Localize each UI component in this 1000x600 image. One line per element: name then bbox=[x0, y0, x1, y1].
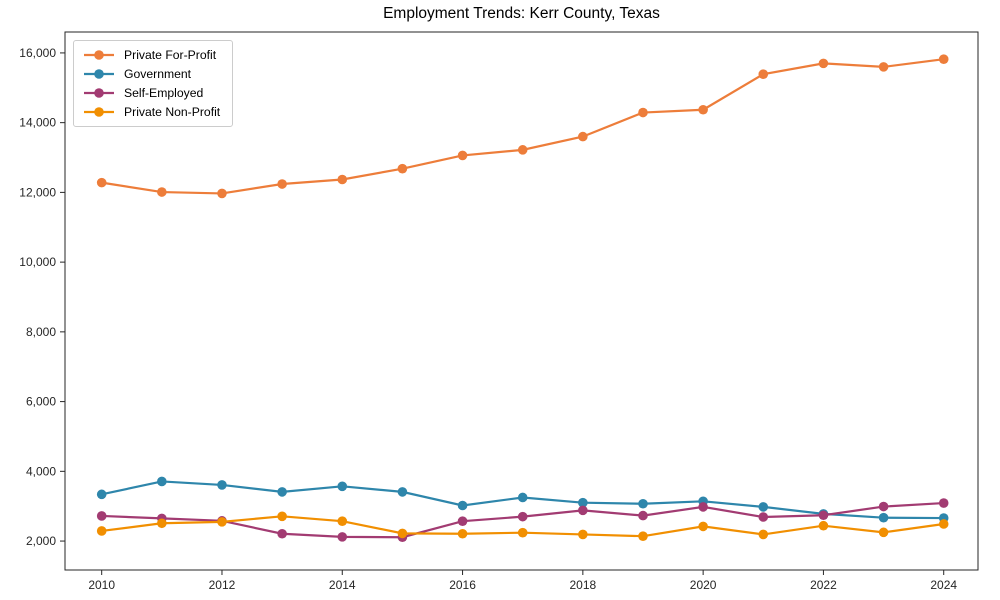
data-point-private-for-profit bbox=[157, 187, 167, 197]
data-point-private-for-profit bbox=[457, 150, 468, 161]
x-tick-label: 2020 bbox=[690, 578, 717, 592]
y-tick-label: 16,000 bbox=[19, 46, 56, 60]
data-point-self-employed bbox=[878, 501, 889, 512]
data-point-private-for-profit bbox=[878, 62, 889, 72]
legend-label: Private For-Profit bbox=[124, 48, 217, 62]
data-point-self-employed bbox=[517, 511, 528, 522]
data-point-self-employed bbox=[457, 516, 468, 526]
legend-line-marker-icon bbox=[84, 69, 114, 79]
legend-item: Private For-Profit bbox=[83, 48, 220, 62]
data-point-private-non-profit bbox=[698, 521, 708, 532]
data-point-self-employed bbox=[96, 511, 107, 521]
x-tick-label: 2012 bbox=[209, 578, 236, 592]
data-point-government bbox=[517, 492, 528, 503]
x-tick-label: 2010 bbox=[88, 578, 115, 592]
data-point-government bbox=[217, 480, 227, 490]
y-tick-label: 2,000 bbox=[26, 534, 56, 548]
y-tick-label: 14,000 bbox=[19, 116, 56, 130]
legend-item: Self-Employed bbox=[83, 86, 220, 100]
data-point-private-for-profit bbox=[938, 54, 949, 64]
data-point-government bbox=[96, 489, 107, 500]
data-point-government bbox=[457, 500, 468, 511]
data-point-private-non-profit bbox=[397, 528, 408, 539]
data-point-private-for-profit bbox=[397, 163, 408, 174]
data-point-private-non-profit bbox=[638, 531, 648, 541]
data-point-government bbox=[758, 502, 769, 512]
data-point-private-non-profit bbox=[157, 518, 167, 529]
y-tick-label: 6,000 bbox=[26, 395, 56, 409]
data-point-government bbox=[397, 487, 408, 497]
data-point-self-employed bbox=[337, 532, 348, 542]
data-point-private-non-profit bbox=[457, 528, 468, 539]
x-tick-label: 2022 bbox=[810, 578, 837, 592]
data-point-private-for-profit bbox=[578, 131, 588, 142]
data-point-government bbox=[157, 476, 167, 487]
data-point-private-for-profit bbox=[758, 69, 769, 79]
data-point-private-for-profit bbox=[698, 104, 708, 115]
y-tick-label: 4,000 bbox=[26, 464, 56, 478]
data-point-private-non-profit bbox=[938, 519, 949, 529]
data-point-private-for-profit bbox=[96, 177, 107, 188]
data-point-private-for-profit bbox=[517, 145, 528, 155]
data-point-private-non-profit bbox=[758, 529, 769, 540]
x-tick-label: 2024 bbox=[930, 578, 957, 592]
legend-line-marker-icon bbox=[84, 88, 114, 98]
x-tick-label: 2018 bbox=[569, 578, 596, 592]
plot-frame bbox=[64, 31, 979, 571]
x-tick-label: 2016 bbox=[449, 578, 476, 592]
legend-item: Private Non-Profit bbox=[83, 105, 220, 119]
data-point-private-for-profit bbox=[818, 58, 829, 69]
data-point-government bbox=[337, 481, 348, 492]
data-point-government bbox=[878, 512, 889, 523]
data-point-government bbox=[578, 497, 588, 508]
legend-line-marker-icon bbox=[84, 107, 114, 117]
data-point-self-employed bbox=[758, 512, 769, 522]
data-point-private-non-profit bbox=[818, 520, 829, 531]
data-point-private-non-profit bbox=[96, 526, 107, 536]
legend-item: Government bbox=[83, 67, 220, 81]
data-point-private-non-profit bbox=[217, 517, 227, 527]
data-point-self-employed bbox=[638, 510, 648, 521]
data-point-government bbox=[638, 498, 648, 509]
data-point-self-employed bbox=[698, 502, 708, 512]
data-point-self-employed bbox=[277, 528, 287, 539]
data-point-self-employed bbox=[938, 498, 949, 508]
data-point-self-employed bbox=[578, 505, 588, 516]
y-tick-label: 12,000 bbox=[19, 185, 56, 199]
data-point-private-for-profit bbox=[638, 107, 648, 118]
legend-label: Government bbox=[124, 67, 192, 81]
data-point-private-for-profit bbox=[337, 174, 348, 185]
data-point-self-employed bbox=[818, 510, 829, 521]
x-tick-label: 2014 bbox=[329, 578, 356, 592]
data-point-private-non-profit bbox=[878, 527, 889, 538]
y-tick-label: 8,000 bbox=[26, 325, 56, 339]
data-point-private-non-profit bbox=[337, 516, 348, 526]
data-point-private-for-profit bbox=[277, 179, 287, 189]
data-point-private-non-profit bbox=[277, 511, 287, 522]
data-point-private-for-profit bbox=[217, 188, 227, 199]
data-point-private-non-profit bbox=[517, 527, 528, 538]
legend: Private For-Profit Government Self-Employe… bbox=[73, 40, 234, 127]
legend-line-marker-icon bbox=[84, 50, 114, 60]
legend-label: Private Non-Profit bbox=[124, 105, 221, 119]
chart-title: Employment Trends: Kerr County, Texas bbox=[383, 5, 660, 22]
data-point-government bbox=[277, 487, 287, 497]
y-tick-label: 10,000 bbox=[19, 255, 56, 269]
legend-label: Self-Employed bbox=[124, 86, 204, 100]
data-point-private-non-profit bbox=[578, 529, 588, 540]
